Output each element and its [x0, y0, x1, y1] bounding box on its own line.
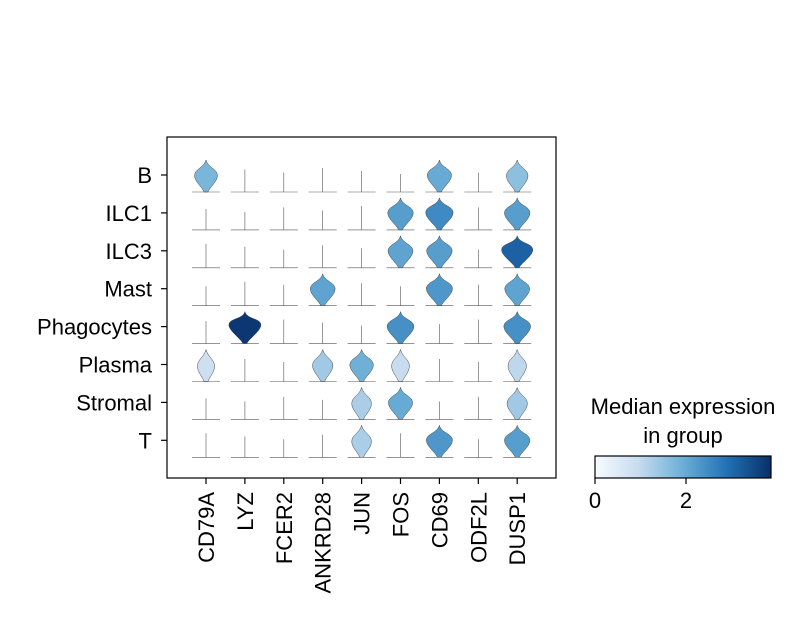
violin-t-cd69: [426, 425, 453, 458]
violin-b-ankrd28: [308, 168, 337, 193]
colorbar: Median expression in group 0 2: [589, 394, 775, 513]
violin-stromal-fos: [388, 387, 413, 420]
violin-plasma-cd79a: [197, 349, 215, 382]
violin-plasma-fcer2: [269, 362, 298, 382]
violin-plasma-jun: [349, 349, 374, 382]
violin-ilc3-ankrd28: [308, 245, 337, 269]
violin-stromal-lyz: [230, 401, 259, 420]
violin-ilc1-fcer2: [269, 207, 298, 231]
violin-mast-ankrd28: [310, 273, 336, 306]
violin-t-lyz: [230, 436, 259, 458]
violin-t-cd79a: [192, 433, 220, 458]
violin-stromal-fcer2: [269, 396, 298, 420]
violin-b-dusp1: [506, 159, 529, 193]
violin-b-fos: [386, 174, 415, 193]
colorbar-tick-label-2: 2: [680, 488, 692, 513]
violin-stromal-odf2l: [464, 396, 493, 420]
violin-stromal-dusp1: [506, 387, 528, 420]
y-tick-label-mast: Mast: [104, 277, 152, 302]
violin-ilc1-lyz: [230, 211, 259, 231]
violin-plasma-fos: [391, 349, 410, 382]
violin-stromal-ankrd28: [308, 399, 337, 420]
violin-ilc1-dusp1: [504, 197, 531, 231]
violin-ilc3-cd79a: [192, 243, 220, 269]
violin-plasma-ankrd28: [312, 349, 334, 382]
x-tick-label-cd79a: CD79A: [194, 492, 219, 563]
violin-phagocytes-lyz: [228, 311, 262, 344]
y-tick-label-t: T: [139, 428, 152, 453]
colorbar-title-line2: in group: [643, 423, 723, 448]
y-tick-label-phagocytes: Phagocytes: [37, 315, 152, 340]
violin-phagocytes-cd69: [425, 324, 454, 344]
violin-ilc1-ankrd28: [308, 210, 337, 231]
colorbar-gradient: [594, 455, 772, 479]
colorbar-title-line1: Median expression: [591, 394, 776, 419]
violin-mast-cd79a: [192, 286, 220, 306]
violin-b-jun: [347, 171, 376, 193]
colorbar-tick-label-0: 0: [589, 488, 601, 513]
violin-t-fos: [386, 433, 415, 458]
y-tick-label-stromal: Stromal: [76, 390, 152, 415]
violin-plasma-cd69: [425, 359, 454, 382]
x-tick-label-ankrd28: ANKRD28: [311, 492, 336, 593]
violin-t-odf2l: [464, 439, 493, 458]
x-tick-label-jun: JUN: [350, 492, 375, 535]
violin-phagocytes-cd79a: [192, 321, 220, 344]
violin-t-ankrd28: [308, 434, 337, 458]
violin-layer: [192, 159, 534, 458]
violin-stromal-cd79a: [192, 398, 220, 420]
violin-ilc3-odf2l: [464, 249, 493, 269]
violin-mast-lyz: [230, 281, 259, 306]
violin-mast-fos: [386, 286, 415, 306]
violin-phagocytes-odf2l: [464, 319, 493, 344]
violin-phagocytes-fos: [386, 311, 415, 344]
violin-mast-fcer2: [269, 284, 298, 306]
x-tick-label-odf2l: ODF2L: [466, 492, 491, 563]
violin-ilc3-lyz: [230, 246, 259, 269]
violin-b-odf2l: [464, 172, 493, 193]
y-tick-label-b: B: [137, 163, 152, 188]
y-tick-label-ilc3: ILC3: [106, 239, 152, 264]
violin-ilc1-cd79a: [192, 208, 220, 231]
violin-mast-dusp1: [504, 273, 530, 306]
violin-b-fcer2: [269, 172, 298, 193]
violin-ilc3-dusp1: [501, 235, 534, 269]
violin-b-cd79a: [194, 159, 218, 193]
violin-ilc1-jun: [347, 205, 376, 231]
violin-mast-jun: [347, 283, 376, 306]
violin-ilc3-cd69: [426, 235, 453, 269]
violin-plasma-dusp1: [507, 349, 527, 382]
y-tick-label-ilc1: ILC1: [106, 201, 152, 226]
x-tick-label-dusp1: DUSP1: [505, 492, 530, 565]
x-tick-label-cd69: CD69: [427, 492, 452, 548]
violin-plasma-lyz: [230, 359, 259, 382]
violin-phagocytes-dusp1: [503, 311, 531, 344]
x-tick-label-fos: FOS: [389, 492, 414, 537]
violin-phagocytes-jun: [347, 325, 376, 344]
violin-ilc1-cd69: [425, 197, 454, 231]
violin-ilc3-fcer2: [269, 249, 298, 269]
violin-ilc1-odf2l: [464, 207, 493, 231]
violin-b-cd69: [427, 159, 452, 193]
violin-t-dusp1: [504, 425, 531, 458]
violin-plasma-odf2l: [464, 362, 493, 382]
violin-mast-odf2l: [464, 284, 493, 306]
violin-t-fcer2: [269, 439, 298, 458]
violin-ilc3-jun: [347, 248, 376, 269]
violin-ilc3-fos: [387, 235, 414, 269]
x-tick-label-lyz: LYZ: [233, 492, 258, 531]
violin-stromal-jun: [351, 387, 372, 420]
x-tick-label-fcer2: FCER2: [272, 492, 297, 564]
violin-mast-cd69: [426, 273, 453, 306]
violin-b-lyz: [230, 169, 259, 193]
y-tick-label-plasma: Plasma: [79, 353, 153, 378]
violin-phagocytes-fcer2: [269, 319, 298, 344]
violin-t-jun: [351, 425, 372, 458]
violin-phagocytes-ankrd28: [308, 322, 337, 344]
violin-ilc1-fos: [387, 197, 414, 231]
violin-stromal-cd69: [425, 401, 454, 420]
x-axis: CD79A LYZ FCER2 ANKRD28 JUN FOS CD69 ODF2L DUSP1: [194, 478, 530, 593]
y-axis: B ILC1 ILC3 Mast Phagocytes Plasma Stromal T: [37, 163, 167, 453]
